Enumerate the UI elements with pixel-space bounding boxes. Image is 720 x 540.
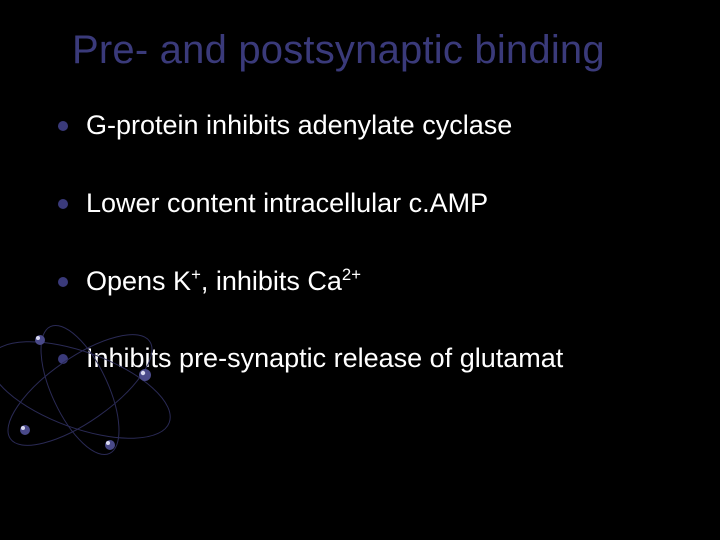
slide: Pre- and postsynaptic binding G-protein … xyxy=(0,0,720,540)
list-item: G-protein inhibits adenylate cyclase xyxy=(58,109,680,143)
list-item: Lower content intracellular c.AMP xyxy=(58,187,680,221)
slide-title: Pre- and postsynaptic binding xyxy=(72,28,680,73)
list-item: Opens K+, inhibits Ca2+ xyxy=(58,265,680,299)
bullet-list: G-protein inhibits adenylate cyclase Low… xyxy=(48,109,680,376)
list-item: Inhibits pre-synaptic release of glutama… xyxy=(58,342,680,376)
